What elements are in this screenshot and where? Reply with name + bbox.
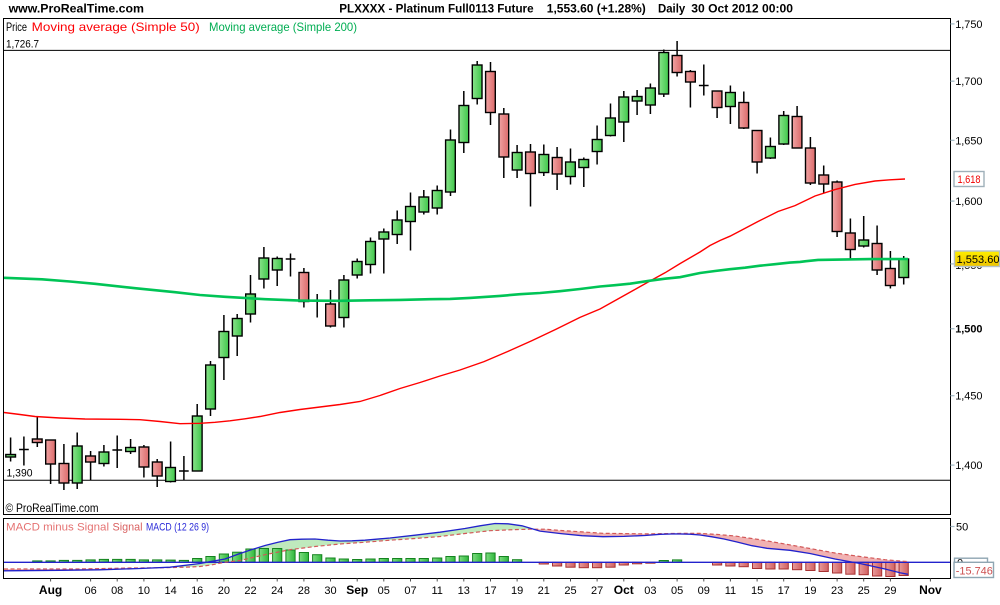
svg-text:MACD minus Signal: MACD minus Signal [6,522,109,534]
svg-text:Daily: Daily [658,2,686,16]
svg-text:25: 25 [858,585,870,597]
svg-text:20: 20 [218,585,230,597]
svg-text:06: 06 [84,585,96,597]
svg-text:1,750: 1,750 [955,19,982,31]
svg-text:Moving average (Simple 50): Moving average (Simple 50) [32,20,200,34]
svg-text:23: 23 [831,585,843,597]
svg-text:14: 14 [164,585,176,597]
svg-text:08: 08 [111,585,123,597]
svg-text:50: 50 [956,522,968,534]
svg-text:11: 11 [431,585,442,597]
svg-text:13: 13 [458,585,470,597]
svg-text:22: 22 [244,585,256,597]
svg-text:17: 17 [484,585,496,597]
svg-text:Price: Price [6,20,27,34]
svg-text:19: 19 [804,585,816,597]
svg-text:03: 03 [644,585,656,597]
svg-text:© ProRealTime.com: © ProRealTime.com [6,501,99,515]
svg-text:27: 27 [591,585,603,597]
svg-text:16: 16 [191,585,203,597]
svg-text:Aug: Aug [39,583,62,597]
svg-text:11: 11 [725,585,736,597]
svg-text:30 Oct 2012 00:00: 30 Oct 2012 00:00 [691,2,793,16]
svg-text:Moving average (Simple 200): Moving average (Simple 200) [209,20,357,34]
svg-text:1,450: 1,450 [955,391,982,403]
svg-text:-15.746: -15.746 [956,565,993,577]
svg-text:Signal: Signal [113,522,143,534]
svg-text:30: 30 [324,585,336,597]
svg-text:1,600: 1,600 [955,196,982,208]
svg-text:MACD (12 26 9): MACD (12 26 9) [146,522,209,534]
svg-text:05: 05 [671,585,683,597]
svg-text:1,390: 1,390 [7,468,33,480]
svg-text:1,553.60 (+1.28%): 1,553.60 (+1.28%) [547,2,646,16]
svg-text:1,400: 1,400 [955,460,982,472]
svg-text:Nov: Nov [919,583,942,597]
svg-text:www.ProRealTime.com: www.ProRealTime.com [8,2,144,16]
svg-text:07: 07 [404,585,416,597]
svg-text:24: 24 [271,585,283,597]
svg-text:15: 15 [751,585,763,597]
svg-text:1,700: 1,700 [955,76,982,88]
svg-text:PLXXXX - Platinum Full0113 Fut: PLXXXX - Platinum Full0113 Future [339,2,534,16]
svg-text:Oct: Oct [614,583,634,597]
svg-text:21: 21 [538,585,550,597]
svg-text:1,618: 1,618 [958,174,981,186]
svg-text:1,500: 1,500 [955,324,982,336]
svg-text:25: 25 [564,585,576,597]
svg-text:1,553.60: 1,553.60 [957,254,1000,266]
svg-text:Sep: Sep [346,583,368,597]
svg-text:09: 09 [698,585,710,597]
svg-text:17: 17 [778,585,790,597]
svg-text:19: 19 [511,585,523,597]
svg-text:10: 10 [138,585,150,597]
svg-text:1,726.7: 1,726.7 [6,39,39,51]
svg-text:1,650: 1,650 [955,135,982,147]
svg-text:05: 05 [378,585,390,597]
svg-text:28: 28 [298,585,310,597]
svg-text:29: 29 [884,585,896,597]
